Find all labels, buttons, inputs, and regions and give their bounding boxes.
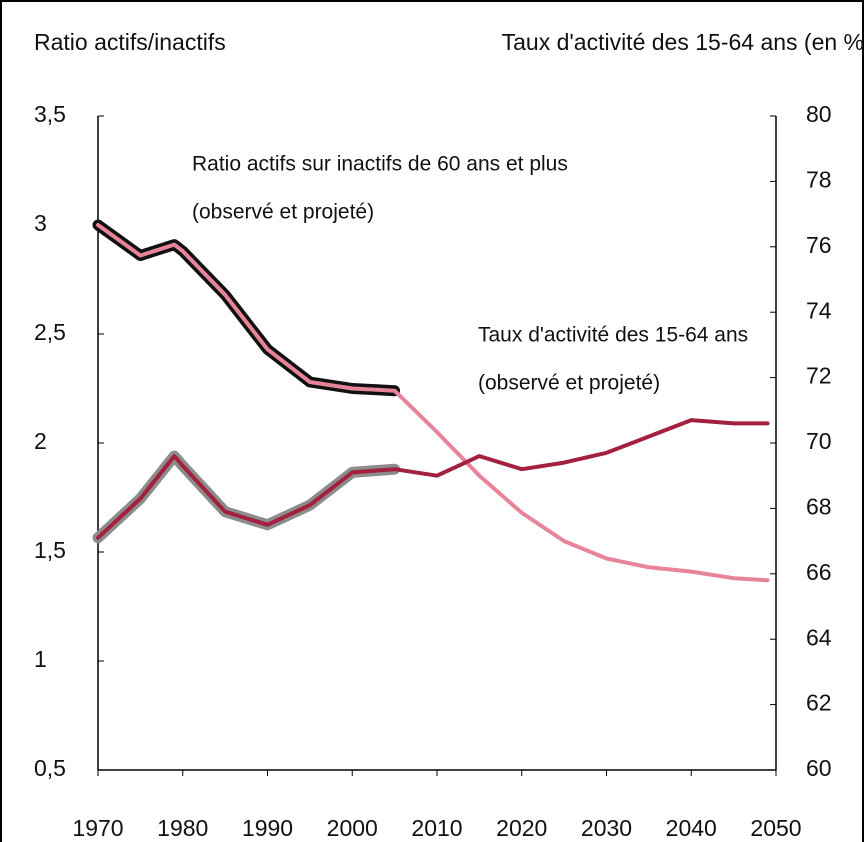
y-tick-label: 3,5 [34,101,66,127]
y-axis-title: Ratio actifs/inactifs [34,29,226,55]
x-tick-label: 2010 [411,815,462,841]
annotation: (observé et projeté) [192,201,374,224]
x-tick-label: 2030 [581,815,632,841]
x-tick-label: 1990 [242,815,293,841]
y2-tick-label: 70 [806,428,832,454]
y2-tick-label: 62 [806,690,832,716]
y-tick-label: 2,5 [34,319,66,345]
x-tick-label: 2050 [750,815,801,841]
annotation: (observé et projeté) [478,372,660,395]
y-tick-label: 0,5 [34,755,66,781]
y2-tick-label: 72 [806,363,832,389]
y-tick-label: 1 [34,646,47,672]
series-line [92,219,401,397]
x-tick-label: 1970 [72,815,123,841]
annotation: Ratio actifs sur inactifs de 60 ans et p… [192,153,568,176]
x-tick-label: 2020 [496,815,547,841]
y2-tick-label: 80 [806,101,832,127]
y2-tick-label: 66 [806,559,832,585]
y-tick-label: 2 [34,428,47,454]
y2-tick-label: 60 [806,755,832,781]
y2-tick-label: 78 [806,166,832,192]
series-line [96,223,770,583]
y2-tick-label: 74 [806,297,832,323]
y-tick-label: 1,5 [34,537,66,563]
y2-tick-label: 64 [806,624,832,650]
y2-axis-title: Taux d'activité des 15-64 ans (en % [502,29,864,55]
y-tick-label: 3 [34,210,47,236]
x-tick-label: 1980 [157,815,208,841]
series-line [96,418,770,540]
x-tick-label: 2040 [666,815,717,841]
y2-tick-label: 68 [806,493,832,519]
x-tick-label: 2000 [327,815,378,841]
y2-tick-label: 76 [806,232,832,258]
annotation: Taux d'activité des 15-64 ans [478,324,748,347]
